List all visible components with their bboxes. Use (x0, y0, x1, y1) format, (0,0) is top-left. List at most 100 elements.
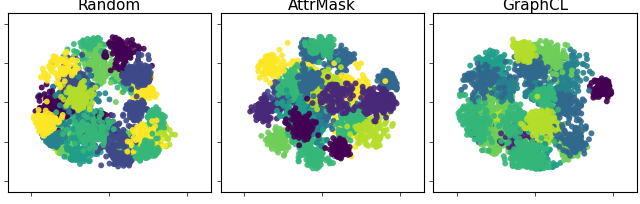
Point (353, 118, 364, 121)
Point (527, 55, 537, 58)
Point (550, 54, 561, 58)
Point (500, 86, 511, 89)
Point (486, 134, 496, 137)
Point (345, 153, 355, 156)
Point (468, 99, 479, 102)
Point (335, 151, 345, 155)
Point (544, 166, 554, 169)
Point (115, 139, 125, 142)
Point (337, 138, 348, 142)
Point (58, 137, 68, 140)
Point (125, 139, 135, 143)
Point (543, 122, 554, 125)
Point (305, 82, 316, 85)
Point (389, 80, 399, 83)
Point (332, 101, 342, 104)
Point (107, 144, 117, 147)
Point (53, 145, 63, 148)
Point (304, 52, 314, 55)
Point (319, 109, 329, 112)
Point (293, 69, 303, 72)
Point (51, 62, 61, 65)
Point (312, 117, 323, 120)
Point (113, 72, 123, 75)
Point (96, 130, 106, 133)
Point (600, 89, 610, 92)
Point (535, 39, 545, 43)
Point (345, 92, 355, 95)
Point (563, 96, 573, 100)
Point (120, 155, 130, 159)
Point (470, 113, 481, 116)
Point (524, 63, 534, 66)
Point (262, 107, 272, 110)
Point (492, 85, 502, 88)
Point (122, 70, 132, 74)
Point (563, 82, 573, 85)
Point (289, 125, 300, 129)
Point (275, 94, 285, 98)
Point (578, 144, 588, 148)
Point (80, 112, 90, 116)
Point (524, 67, 534, 71)
Point (61, 111, 71, 114)
Point (337, 57, 347, 60)
Point (74, 100, 84, 103)
Point (80, 50, 90, 53)
Point (66, 92, 76, 95)
Point (310, 102, 320, 105)
Point (383, 77, 393, 81)
Point (67, 151, 77, 155)
Point (544, 117, 554, 121)
Point (353, 82, 363, 85)
Point (136, 81, 146, 84)
Point (606, 91, 616, 95)
Point (160, 134, 170, 137)
Point (467, 112, 477, 115)
Point (139, 69, 149, 72)
Point (570, 135, 580, 138)
Point (348, 106, 358, 109)
Point (498, 98, 508, 101)
Point (546, 138, 556, 141)
Point (283, 89, 293, 92)
Point (294, 134, 304, 137)
Point (479, 126, 489, 129)
Point (383, 71, 393, 74)
Point (305, 48, 315, 51)
Point (500, 88, 510, 91)
Point (567, 144, 577, 147)
Point (537, 69, 547, 72)
Point (124, 141, 134, 145)
Point (310, 111, 320, 115)
Point (300, 102, 310, 105)
Point (330, 51, 340, 54)
Point (292, 70, 303, 73)
Point (275, 127, 285, 131)
Point (502, 86, 513, 89)
Point (287, 89, 298, 92)
Point (316, 104, 326, 108)
Point (532, 88, 543, 91)
Point (477, 89, 487, 92)
Point (463, 78, 473, 81)
Point (305, 114, 315, 117)
Point (534, 47, 544, 50)
Point (57, 94, 67, 97)
Point (514, 43, 524, 46)
Point (278, 96, 288, 99)
Point (296, 150, 306, 154)
Point (477, 90, 488, 93)
Point (529, 62, 539, 65)
Point (51, 143, 61, 146)
Point (75, 155, 85, 159)
Point (39, 75, 49, 79)
Point (261, 114, 271, 118)
Point (277, 54, 287, 57)
Point (90, 113, 100, 116)
Point (113, 150, 124, 153)
Point (131, 105, 141, 109)
Point (547, 48, 557, 51)
Point (566, 69, 576, 72)
Point (137, 143, 147, 147)
